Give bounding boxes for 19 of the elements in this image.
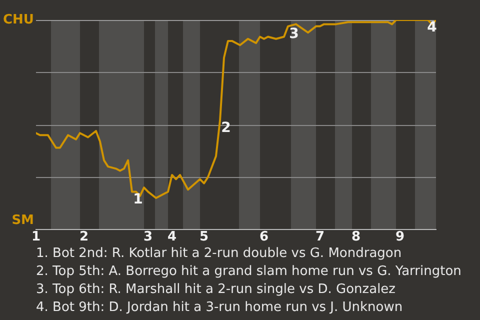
annotation: 3 bbox=[289, 26, 299, 42]
x-tick-label: 2 bbox=[79, 230, 89, 245]
ref-line-label: CHU bbox=[3, 12, 34, 28]
annotation: 2 bbox=[221, 120, 231, 136]
annotation: 4 bbox=[427, 20, 438, 36]
x-tick-label: 7 bbox=[315, 230, 325, 245]
x-tick-label: 1 bbox=[31, 230, 41, 245]
text: 1. Bot 2nd: R. Kotlar hit a 2-run double vs G. Mondragon bbox=[36, 245, 403, 263]
text: 4. Bot 9th: D. Jordan hit a 3-run home run vs J. Unknown bbox=[36, 299, 404, 317]
x-tick-label: 5 bbox=[199, 230, 209, 245]
annotation: 1 bbox=[133, 191, 143, 208]
x-tick-label: 9 bbox=[395, 230, 405, 245]
x-tick-label: 3 bbox=[143, 230, 153, 245]
x-tick-label: 6 bbox=[259, 230, 269, 245]
text: 3. Top 6th: R. Marshall hit a 2-run single vs D. Gonzalez bbox=[36, 281, 396, 299]
text: 2. Top 5th: A. Borrego hit a grand slam home run vs G. Yarrington bbox=[36, 263, 462, 281]
x-tick-label: 8 bbox=[351, 230, 361, 245]
y-axis-title: SM bbox=[12, 212, 34, 228]
x-tick-label: 4 bbox=[167, 230, 177, 245]
